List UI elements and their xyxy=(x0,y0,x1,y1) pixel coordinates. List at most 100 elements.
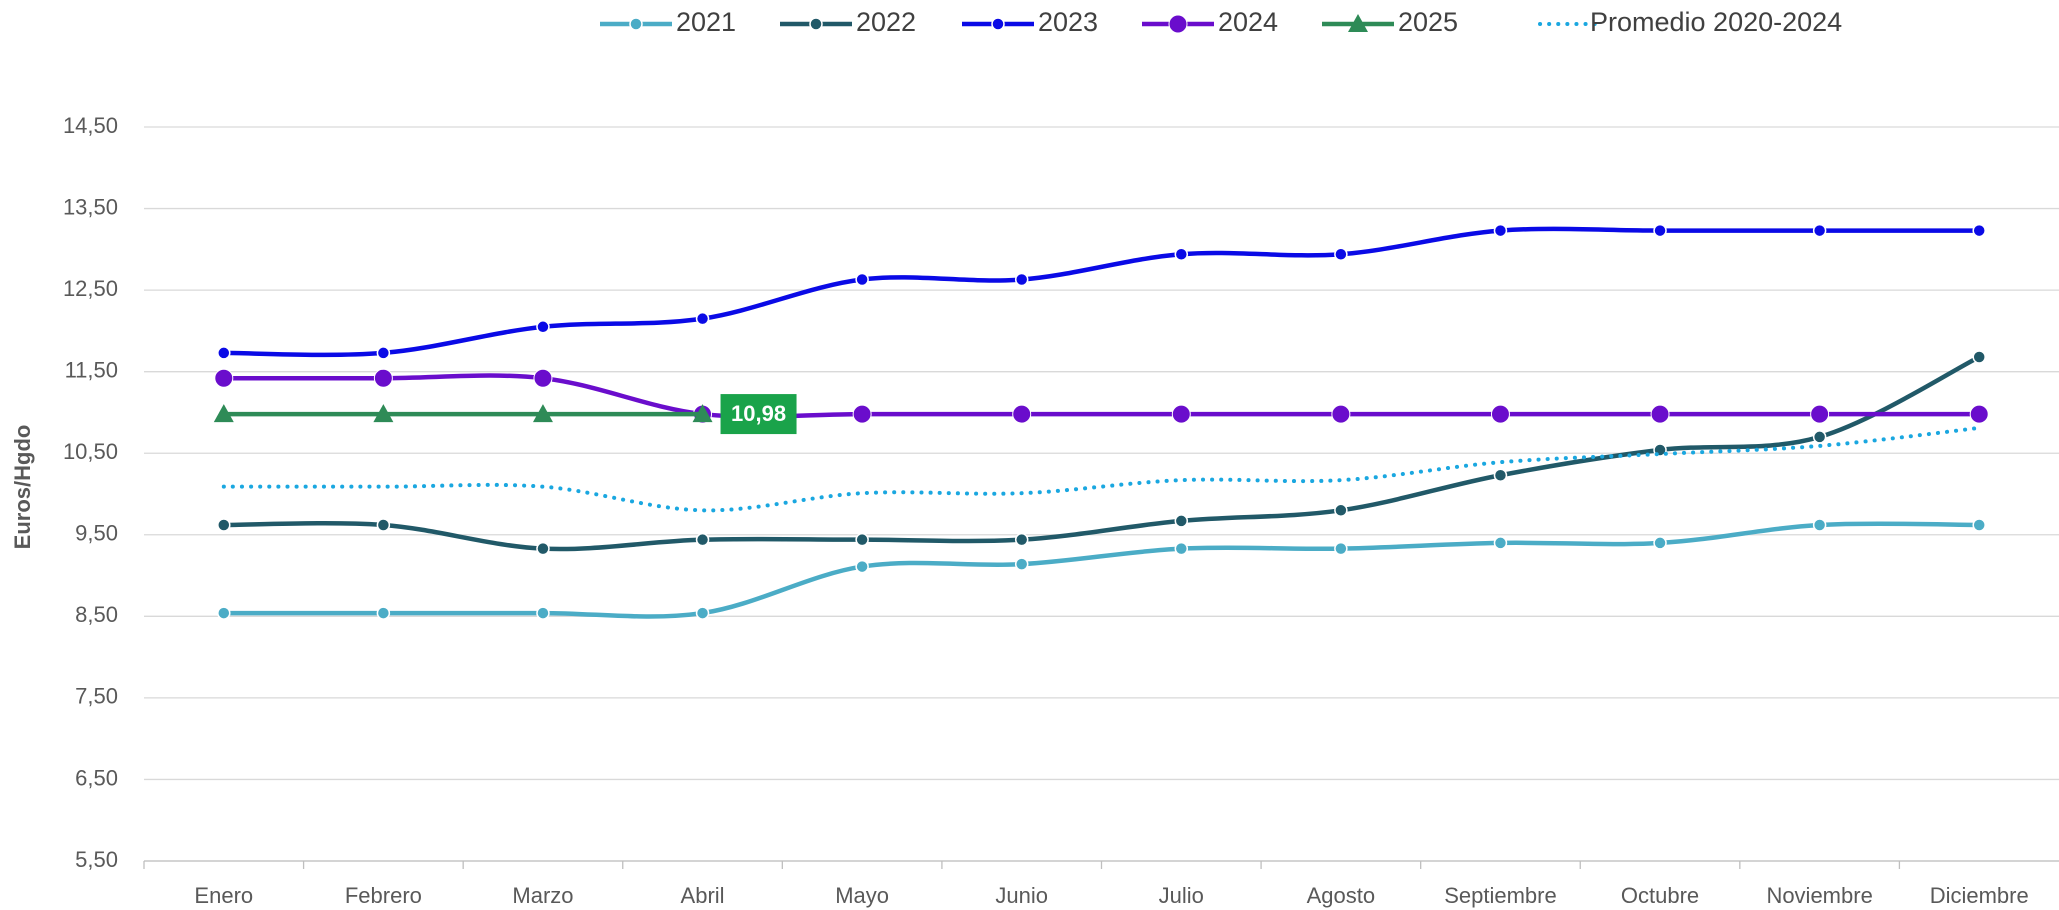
marker xyxy=(695,532,710,547)
x-tick-label: Febrero xyxy=(345,883,422,908)
marker xyxy=(213,404,234,423)
legend-label: 2022 xyxy=(856,7,916,37)
marker xyxy=(1014,272,1029,287)
legend-label: Promedio 2020-2024 xyxy=(1590,7,1842,37)
legend-marker xyxy=(1168,14,1188,34)
y-tick-label: 12,50 xyxy=(63,276,118,301)
marker xyxy=(533,368,553,388)
marker xyxy=(1972,350,1986,364)
legend-item: 2025 xyxy=(1322,7,1458,37)
y-axis-title: Euros/Hgdo xyxy=(10,425,35,550)
marker xyxy=(532,404,553,423)
marker xyxy=(1653,223,1667,238)
x-tick-label: Mayo xyxy=(835,883,889,908)
marker xyxy=(855,532,869,547)
line xyxy=(221,425,1982,513)
marker xyxy=(1812,223,1827,238)
marker xyxy=(1972,518,1986,532)
marker xyxy=(373,404,394,423)
legend-item: 2022 xyxy=(780,7,916,37)
y-tick-label: 5,50 xyxy=(75,847,118,872)
x-tick-label: Marzo xyxy=(512,883,573,908)
marker xyxy=(1174,514,1189,528)
legend-label: 2024 xyxy=(1218,7,1278,37)
line xyxy=(221,354,1982,552)
marker xyxy=(536,320,550,334)
marker xyxy=(536,606,550,620)
marker xyxy=(1331,404,1351,424)
legend-label: 2021 xyxy=(676,7,736,37)
legend-item: Promedio 2020-2024 xyxy=(1538,7,1842,37)
x-tick-label: Octubre xyxy=(1621,883,1699,908)
line xyxy=(221,226,1982,358)
marker xyxy=(1493,468,1508,482)
series xyxy=(217,350,1986,556)
marker xyxy=(376,346,391,360)
marker xyxy=(1810,404,1830,424)
marker xyxy=(376,518,391,532)
marker xyxy=(1012,404,1032,424)
x-tick-label: Agosto xyxy=(1307,883,1376,908)
marker xyxy=(214,368,234,388)
marker xyxy=(1174,541,1189,556)
x-tick-label: Noviembre xyxy=(1766,883,1872,908)
marker xyxy=(1493,536,1508,550)
x-tick-label: Diciembre xyxy=(1930,883,2029,908)
x-tick-label: Julio xyxy=(1159,883,1204,908)
x-tick-label: Junio xyxy=(995,883,1048,908)
x-tick-label: Septiembre xyxy=(1444,883,1557,908)
marker xyxy=(1653,536,1667,550)
x-tick-label: Enero xyxy=(194,883,253,908)
y-tick-label: 11,50 xyxy=(65,357,118,382)
legend-marker xyxy=(809,17,823,31)
marker xyxy=(1171,404,1191,424)
marker xyxy=(217,346,231,360)
y-tick-label: 9,50 xyxy=(75,521,118,546)
legend-label: 2025 xyxy=(1398,7,1458,37)
legend-label: 2023 xyxy=(1038,7,1098,37)
marker xyxy=(1334,247,1348,261)
y-tick-label: 6,50 xyxy=(75,765,118,790)
series xyxy=(217,223,1986,360)
legend-marker xyxy=(1348,14,1368,32)
y-tick-label: 14,50 xyxy=(63,113,118,138)
marker xyxy=(376,606,391,620)
series xyxy=(217,518,1986,620)
y-tick-label: 7,50 xyxy=(75,684,118,709)
marker xyxy=(373,368,393,388)
marker xyxy=(536,541,550,556)
marker xyxy=(1334,541,1348,556)
marker xyxy=(217,518,231,532)
x-tick-label: Abril xyxy=(681,883,725,908)
marker xyxy=(1490,404,1510,424)
line xyxy=(221,521,1982,619)
marker xyxy=(1812,518,1827,532)
marker xyxy=(695,606,710,620)
legend-item: 2024 xyxy=(1142,7,1278,37)
marker xyxy=(855,559,869,574)
series xyxy=(221,425,1982,513)
series: 10,98 xyxy=(213,394,797,435)
data-label-box xyxy=(720,394,797,435)
marker xyxy=(1493,223,1508,238)
marker xyxy=(1014,532,1029,547)
legend-item: 2021 xyxy=(600,7,736,37)
marker xyxy=(1650,404,1670,424)
marker xyxy=(1812,430,1827,444)
legend-marker xyxy=(991,17,1005,31)
y-tick-label: 8,50 xyxy=(75,602,118,627)
marker xyxy=(695,311,710,326)
y-tick-label: 10,50 xyxy=(63,439,118,464)
marker xyxy=(1972,223,1986,238)
legend-marker xyxy=(629,17,643,31)
marker xyxy=(1014,557,1029,571)
marker xyxy=(855,272,869,287)
data-label: 10,98 xyxy=(731,401,786,426)
marker xyxy=(1174,247,1189,261)
marker xyxy=(217,606,231,620)
line xyxy=(221,373,1982,419)
marker xyxy=(1334,503,1348,518)
marker xyxy=(852,404,872,424)
legend-item: 2023 xyxy=(962,7,1098,37)
